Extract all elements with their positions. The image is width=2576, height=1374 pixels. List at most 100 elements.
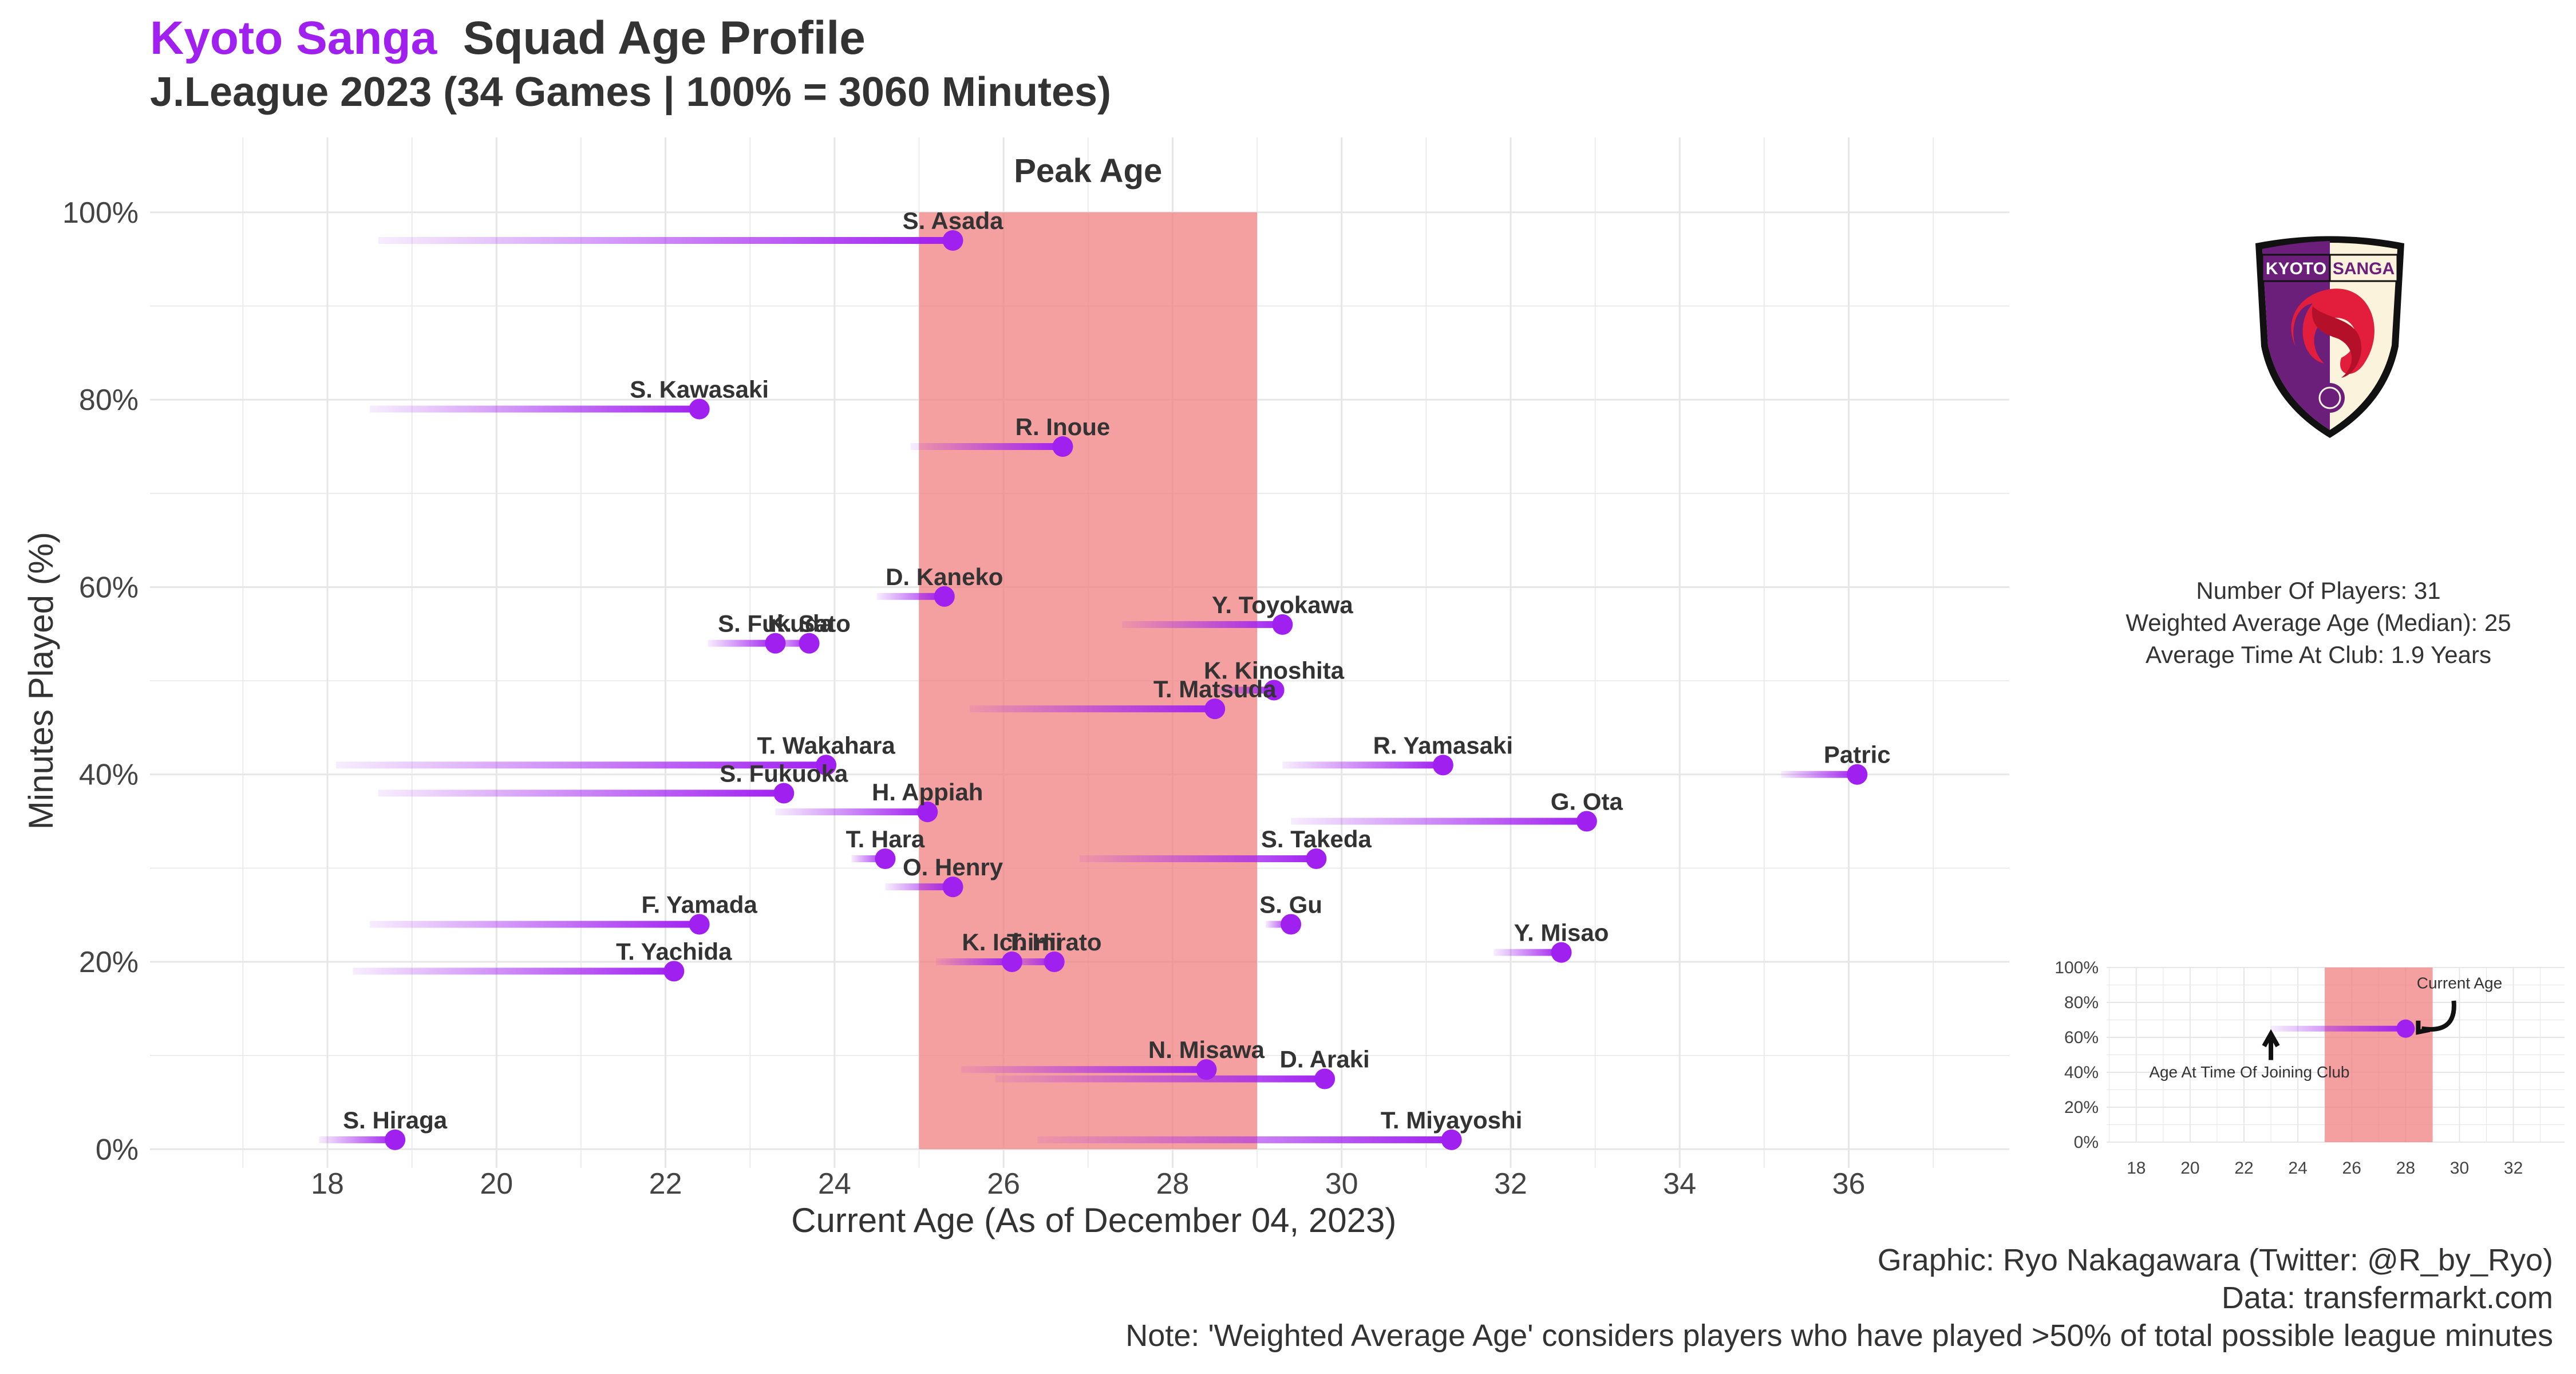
player-point bbox=[1432, 755, 1453, 776]
player-label: R. Yamasaki bbox=[1373, 732, 1513, 759]
player-point bbox=[689, 914, 710, 935]
chart-subtitle: J.League 2023 (34 Games | 100% = 3060 Mi… bbox=[150, 69, 1112, 115]
player-point bbox=[1847, 764, 1868, 785]
joined-arrowhead bbox=[2262, 1029, 2280, 1048]
player-point bbox=[875, 848, 896, 869]
player-point bbox=[917, 802, 938, 823]
player-point bbox=[1576, 811, 1597, 832]
inset-y-tick-label: 0% bbox=[2074, 1133, 2099, 1152]
y-tick-label: 60% bbox=[79, 571, 139, 604]
tenure-line bbox=[1494, 949, 1562, 956]
inset-joined-label: Age At Time Of Joining Club bbox=[2149, 1063, 2349, 1081]
axes-layer: 18 20 22 24 26 28 30 32 34 36 0% 20% 40% 60% 80% 100% Cu… bbox=[22, 196, 1865, 1239]
player-label: S. Takeda bbox=[1261, 826, 1372, 852]
player-label: S. Kawasaki bbox=[630, 376, 769, 403]
player-point bbox=[773, 783, 795, 804]
x-tick-label: 18 bbox=[311, 1167, 344, 1201]
inset-y-tick-label: 20% bbox=[2064, 1098, 2099, 1117]
player-label: R. Inoue bbox=[1016, 413, 1111, 440]
player-point bbox=[1196, 1059, 1217, 1080]
player-point bbox=[1281, 914, 1302, 935]
player-labels-layer: S. Asada S. Kawasaki R. Inoue D. Kaneko Y. T… bbox=[343, 207, 1891, 1134]
x-tick-label: 28 bbox=[1156, 1167, 1189, 1201]
player-label: S. Asada bbox=[903, 207, 1003, 234]
caption-graphic: Graphic: Ryo Nakagawara (Twitter: @R_by_… bbox=[1877, 1243, 2553, 1277]
inset-x-tick-label: 22 bbox=[2234, 1159, 2253, 1178]
y-tick-label: 40% bbox=[79, 759, 139, 792]
tenure-line bbox=[1080, 855, 1317, 862]
player-point bbox=[1314, 1068, 1336, 1089]
player-point bbox=[1052, 436, 1073, 457]
player-label: K. Kinoshita bbox=[1204, 657, 1345, 684]
player-label: D. Kaneko bbox=[886, 563, 1003, 590]
x-tick-label: 34 bbox=[1663, 1167, 1696, 1201]
tenure-line bbox=[1121, 621, 1283, 628]
weighted-average-age: Weighted Average Age (Median): 25 bbox=[2125, 609, 2511, 636]
crest-text-left: KYOTO bbox=[2266, 259, 2326, 278]
peak-age-label: Peak Age bbox=[1014, 152, 1162, 189]
y-tick-label: 20% bbox=[79, 946, 139, 979]
tenure-line bbox=[378, 789, 784, 797]
player-label: S. Gu bbox=[1259, 891, 1322, 918]
tenure-line bbox=[708, 639, 776, 647]
player-point bbox=[663, 961, 685, 982]
team-name: Kyoto Sanga bbox=[150, 12, 437, 64]
y-tick-label: 80% bbox=[79, 384, 139, 417]
player-point bbox=[1306, 848, 1327, 869]
tenure-line bbox=[936, 958, 1012, 965]
inset-y-tick-label: 80% bbox=[2064, 993, 2099, 1012]
caption-note: Note: 'Weighted Average Age' considers p… bbox=[1125, 1318, 2553, 1353]
tenure-line bbox=[1282, 761, 1443, 769]
tenure-line bbox=[1215, 686, 1274, 694]
x-tick-label: 26 bbox=[987, 1167, 1020, 1201]
inset-x-tick-label: 30 bbox=[2450, 1159, 2469, 1178]
x-tick-label: 32 bbox=[1494, 1167, 1527, 1201]
tenure-line bbox=[369, 405, 700, 413]
caption-data: Data: transfermarkt.com bbox=[2221, 1281, 2553, 1315]
x-tick-label: 22 bbox=[649, 1167, 682, 1201]
tenure-lines-layer bbox=[319, 237, 1858, 1143]
title-text: Squad Age Profile bbox=[463, 12, 866, 64]
y-tick-label: 100% bbox=[62, 196, 139, 230]
inset-x-tick-label: 32 bbox=[2504, 1159, 2523, 1178]
player-point bbox=[689, 398, 710, 420]
player-label: G. Ota bbox=[1551, 788, 1623, 815]
tenure-line bbox=[1781, 771, 1858, 778]
player-point bbox=[942, 230, 963, 251]
tenure-line bbox=[995, 1075, 1325, 1083]
tenure-line bbox=[1291, 818, 1587, 825]
x-tick-label: 30 bbox=[1325, 1167, 1358, 1201]
player-label: T. Hara bbox=[846, 826, 925, 852]
tenure-line bbox=[378, 237, 953, 244]
tenure-line bbox=[319, 1136, 396, 1143]
player-label: D. Araki bbox=[1280, 1046, 1370, 1073]
player-point bbox=[1204, 698, 1226, 720]
tenure-line bbox=[335, 761, 827, 769]
inset-x-tick-label: 18 bbox=[2127, 1159, 2146, 1178]
average-time-at-club: Average Time At Club: 1.9 Years bbox=[2146, 641, 2491, 668]
player-point bbox=[799, 633, 820, 654]
inset-tenure-line bbox=[2271, 1025, 2406, 1032]
inset-legend: Current Age Age At Time Of Joining Club 1… bbox=[2055, 958, 2565, 1178]
player-label: T. Yachida bbox=[616, 938, 732, 965]
inset-peak-band bbox=[2325, 968, 2433, 1142]
tenure-line bbox=[775, 808, 928, 816]
peak-age-band-layer: Peak Age bbox=[919, 152, 1258, 1150]
inset-current-age-label: Current Age bbox=[2417, 974, 2502, 992]
player-point bbox=[1001, 951, 1022, 972]
player-label: T. Hirato bbox=[1007, 929, 1102, 956]
chart-title: Kyoto Sanga Squad Age Profile bbox=[150, 11, 866, 65]
player-label: T. Matsuda bbox=[1153, 676, 1277, 702]
tenure-line bbox=[369, 921, 700, 928]
player-point bbox=[385, 1129, 406, 1150]
player-label: T. Miyayoshi bbox=[1381, 1107, 1522, 1134]
player-label: T. Wakahara bbox=[757, 732, 895, 759]
club-crest-logo: KYOTO SANGA bbox=[2255, 236, 2404, 438]
peak-age-band bbox=[919, 212, 1258, 1150]
inset-x-tick-label: 24 bbox=[2288, 1159, 2307, 1178]
tenure-line bbox=[910, 443, 1063, 450]
inset-x-tick-label: 28 bbox=[2396, 1159, 2415, 1178]
player-label: H. Appiah bbox=[872, 779, 983, 806]
tenure-line bbox=[970, 705, 1215, 713]
